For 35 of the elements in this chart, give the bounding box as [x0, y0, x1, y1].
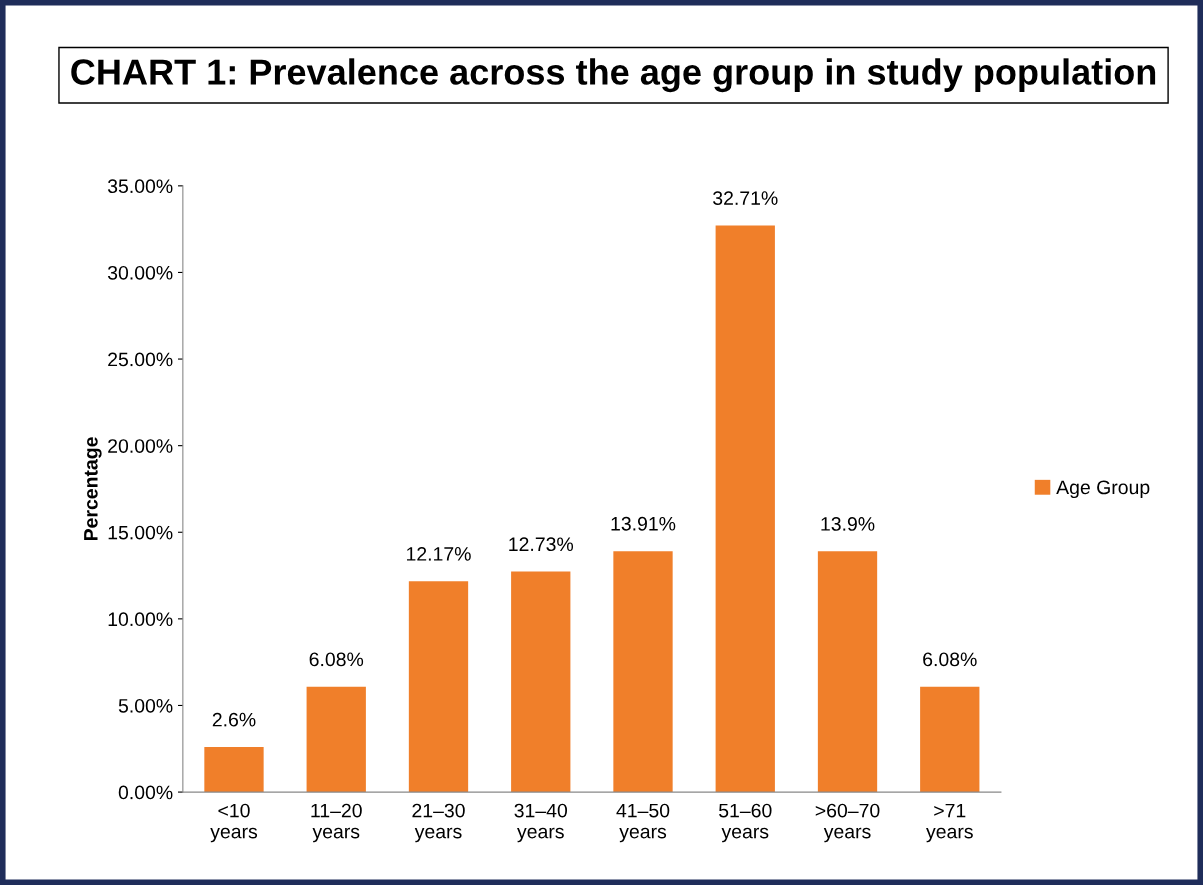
x-tick-label: 21–30 years	[412, 803, 465, 843]
y-tick-label: 0.00%	[118, 785, 173, 800]
y-tick-label: 35.00%	[107, 179, 173, 194]
y-axis-title: Percentage	[84, 437, 102, 541]
bar	[408, 581, 469, 793]
bar	[613, 551, 673, 793]
x-tick-label: 31–40 years	[514, 803, 568, 843]
bar	[204, 747, 264, 793]
y-tick-label: 10.00%	[108, 612, 173, 627]
x-tick-label: 11–20 years	[311, 803, 362, 843]
y-tick-label: 30.00%	[107, 265, 173, 280]
data-label: 12.73%	[509, 537, 574, 552]
bar	[920, 686, 980, 793]
bar	[715, 225, 775, 793]
x-tick-label: 51–60 years	[719, 803, 772, 843]
data-label: 2.6%	[212, 712, 256, 727]
y-tick-label: 5.00%	[118, 698, 173, 713]
y-tick-label: 25.00%	[108, 352, 173, 367]
data-label: 32.71%	[713, 191, 778, 205]
data-label: 12.17%	[407, 547, 471, 561]
legend-label: Age Group	[1056, 480, 1150, 499]
bar	[306, 686, 366, 793]
y-tick-label: 15.00%	[108, 525, 173, 540]
y-tick-label: 20.00%	[108, 439, 173, 453]
x-tick-label: >60–70 years	[815, 803, 880, 843]
x-tick-label: <10 years	[210, 803, 258, 843]
x-tick-label: 41–50 years	[616, 803, 670, 843]
data-label: 13.91%	[611, 516, 676, 531]
x-tick-label: >71 years	[926, 803, 973, 843]
bar	[511, 571, 571, 793]
chart-title: CHART 1: Prevalence across the age group in study population	[71, 58, 1156, 93]
data-label: 6.08%	[923, 652, 977, 667]
data-label: 6.08%	[309, 652, 364, 667]
data-label: 13.9%	[821, 517, 875, 531]
bar	[817, 551, 878, 793]
